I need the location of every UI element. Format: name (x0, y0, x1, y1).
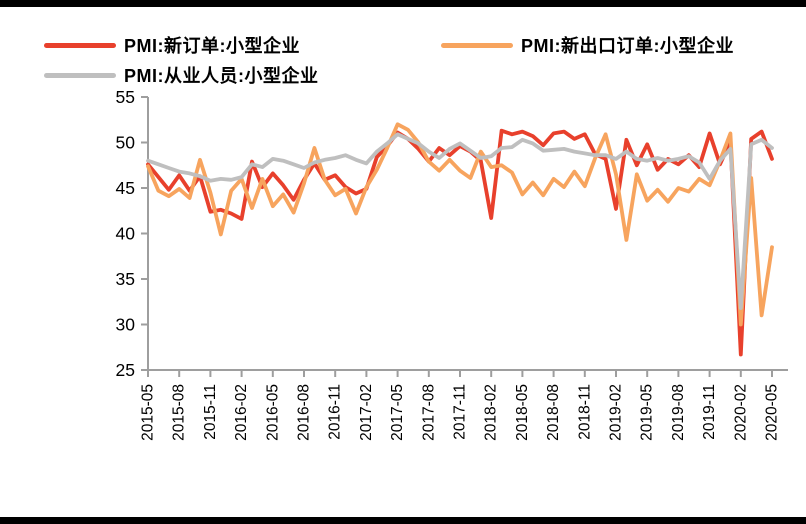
series-line-0 (146, 128, 774, 357)
chart-legend: PMI:新订单:小型企业 PMI:新出口订单:小型企业 PMI:从业人员:小型企… (44, 30, 784, 90)
x-axis-tick-label: 2016-11 (327, 384, 344, 440)
x-axis-tick-label: 2017-08 (420, 384, 437, 441)
x-axis-tick-label: 2020-02 (732, 384, 749, 441)
x-axis-tick-label: 2015-08 (171, 384, 188, 441)
legend-label-employment: PMI:从业人员:小型企业 (124, 66, 319, 86)
x-axis-tick-label: 2017-02 (358, 384, 375, 441)
x-axis-tick-label: 2015-05 (140, 384, 157, 441)
x-axis-tick-label: 2019-05 (639, 384, 656, 441)
legend-line-employment-icon (44, 72, 116, 78)
legend-line-new-export-orders-icon (441, 42, 513, 48)
legend-row-2: PMI:从业人员:小型企业 (44, 60, 784, 90)
y-axis-tick-label: 55 (116, 87, 135, 107)
x-axis-tick-label: 2019-11 (701, 384, 718, 440)
y-axis-tick-label: 35 (116, 269, 135, 289)
series-line-2 (146, 132, 774, 311)
y-axis-tick-label: 30 (116, 315, 136, 335)
x-axis-tick-label: 2018-02 (483, 384, 500, 441)
x-axis-tick-label: 2016-02 (233, 384, 250, 441)
x-axis-tick-label: 2015-11 (202, 384, 219, 440)
legend-row-1: PMI:新订单:小型企业 PMI:新出口订单:小型企业 (44, 30, 784, 60)
x-axis-tick-label: 2018-08 (545, 384, 562, 441)
x-axis-tick-label: 2018-05 (514, 384, 531, 441)
x-axis-tick-label: 2019-08 (670, 384, 687, 441)
bottom-border (0, 517, 806, 524)
x-axis-tick-label: 2020-05 (764, 384, 781, 441)
x-axis-tick-label: 2017-11 (452, 384, 469, 440)
top-border (0, 0, 806, 7)
legend-label-new-export-orders: PMI:新出口订单:小型企业 (521, 36, 734, 56)
x-axis-tick-label: 2016-05 (264, 384, 281, 441)
x-axis-tick-label: 2019-02 (608, 384, 625, 441)
legend-line-new-orders-icon (44, 42, 116, 48)
y-axis-tick-label: 50 (116, 133, 136, 153)
x-axis-tick-label: 2017-05 (389, 384, 406, 441)
x-axis-tick-label: 2016-08 (296, 384, 313, 441)
y-axis-tick-label: 45 (116, 178, 135, 198)
x-axis-tick-label: 2018-11 (576, 384, 593, 440)
y-axis-tick-label: 25 (116, 360, 135, 380)
y-axis-tick-label: 40 (116, 224, 136, 244)
series-line-1 (146, 122, 774, 327)
legend-label-new-orders: PMI:新订单:小型企业 (124, 36, 300, 56)
